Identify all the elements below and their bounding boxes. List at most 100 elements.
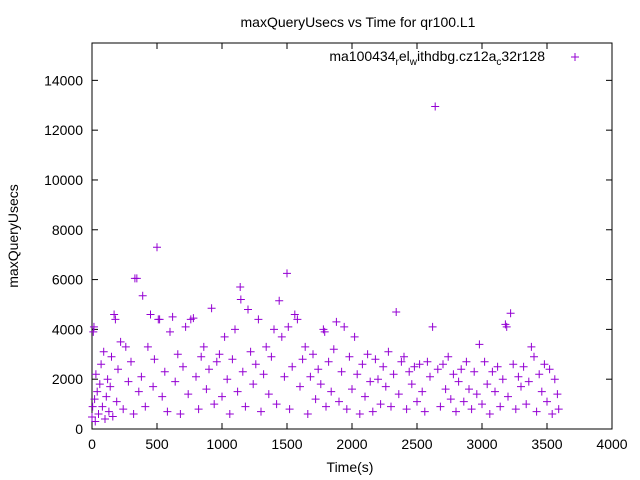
legend-label: ma100434relwithdbg.cz12ac32r128 [329,48,545,68]
y-tick-label: 10000 [44,172,83,188]
data-point [517,382,525,391]
data-point [303,410,312,419]
y-tick-label: 6000 [52,272,83,288]
data-point [384,347,393,356]
plot-area-frame [91,42,613,430]
data-point [262,342,271,351]
data-point [324,357,333,366]
data-point [283,269,291,278]
data-point [405,367,414,376]
data-point [264,390,273,399]
legend-marker [571,53,579,61]
data-point [103,375,112,384]
data-point [446,395,455,404]
data-point [426,372,434,381]
y-tick-label: 8000 [52,222,83,238]
data-point [166,327,174,336]
data-point [327,387,336,396]
data-point [407,380,416,389]
data-point [353,370,362,379]
data-point [511,405,520,414]
data-point [452,407,460,416]
x-tick-label: 0 [88,436,96,452]
data-point [543,397,551,406]
data-point [433,365,442,374]
data-point [102,392,111,401]
data-point [527,342,536,351]
data-point [530,352,538,361]
data-point [311,395,320,404]
y-tick-label: 4000 [52,321,83,337]
data-point [309,350,317,359]
data-point [101,415,109,424]
data-point [205,365,213,374]
data-point [462,357,471,366]
data-point [94,410,103,419]
data-point [189,314,198,323]
data-point [107,352,116,361]
data-point [449,370,458,379]
data-point [112,397,121,406]
x-axis: 0 500 1000 1500 2000 2500 3000 3500 4000 [88,43,628,452]
data-point [296,382,304,391]
data-point [267,352,276,361]
data-point [153,243,161,252]
y-tick-label: 14000 [44,72,83,88]
data-point [301,342,310,351]
data-point [381,382,390,391]
data-point [132,274,141,283]
data-point [99,347,108,356]
data-point [423,357,432,366]
legend: ma100434relwithdbg.cz12ac32r128 [329,48,579,68]
data-point [168,312,177,321]
data-point [254,315,263,324]
data-point [392,307,401,316]
data-point [550,375,559,384]
data-point [504,392,512,401]
data-point [290,310,299,319]
data-point [329,345,338,354]
data-point [322,402,330,411]
data-point [137,372,146,381]
data-point [545,365,554,374]
x-tick-label: 4000 [596,436,627,452]
data-point [89,322,98,331]
data-point [288,362,297,371]
data-point [320,327,329,336]
data-point [441,385,450,394]
data-point [280,372,289,381]
data-point [121,342,130,351]
data-point [410,362,419,371]
data-point [397,357,406,366]
data-point [231,325,239,334]
data-point [106,382,115,391]
data-point [502,322,511,331]
data-point [522,400,531,409]
data-point [537,387,546,396]
data-point [88,413,96,422]
data-point [89,327,98,336]
data-point [184,390,193,399]
data-point [236,283,245,292]
data-point [358,360,367,369]
x-tick-label: 1500 [271,436,302,452]
data-point [314,365,323,374]
y-tick-label: 12000 [44,122,83,138]
data-point [257,407,265,416]
data-point [454,377,463,386]
data-point [342,405,351,414]
data-point [91,417,100,426]
data-point [431,102,440,111]
data-point [363,350,372,359]
y-tick-label: 2000 [52,371,83,387]
data-point [134,387,143,396]
data-point [335,397,343,406]
data-point [509,360,518,369]
data-point [277,332,286,341]
data-point [108,412,117,421]
data-point [197,352,206,361]
data-point [223,375,232,384]
data-point [124,377,133,386]
data-point [316,380,325,389]
data-point [478,400,486,409]
